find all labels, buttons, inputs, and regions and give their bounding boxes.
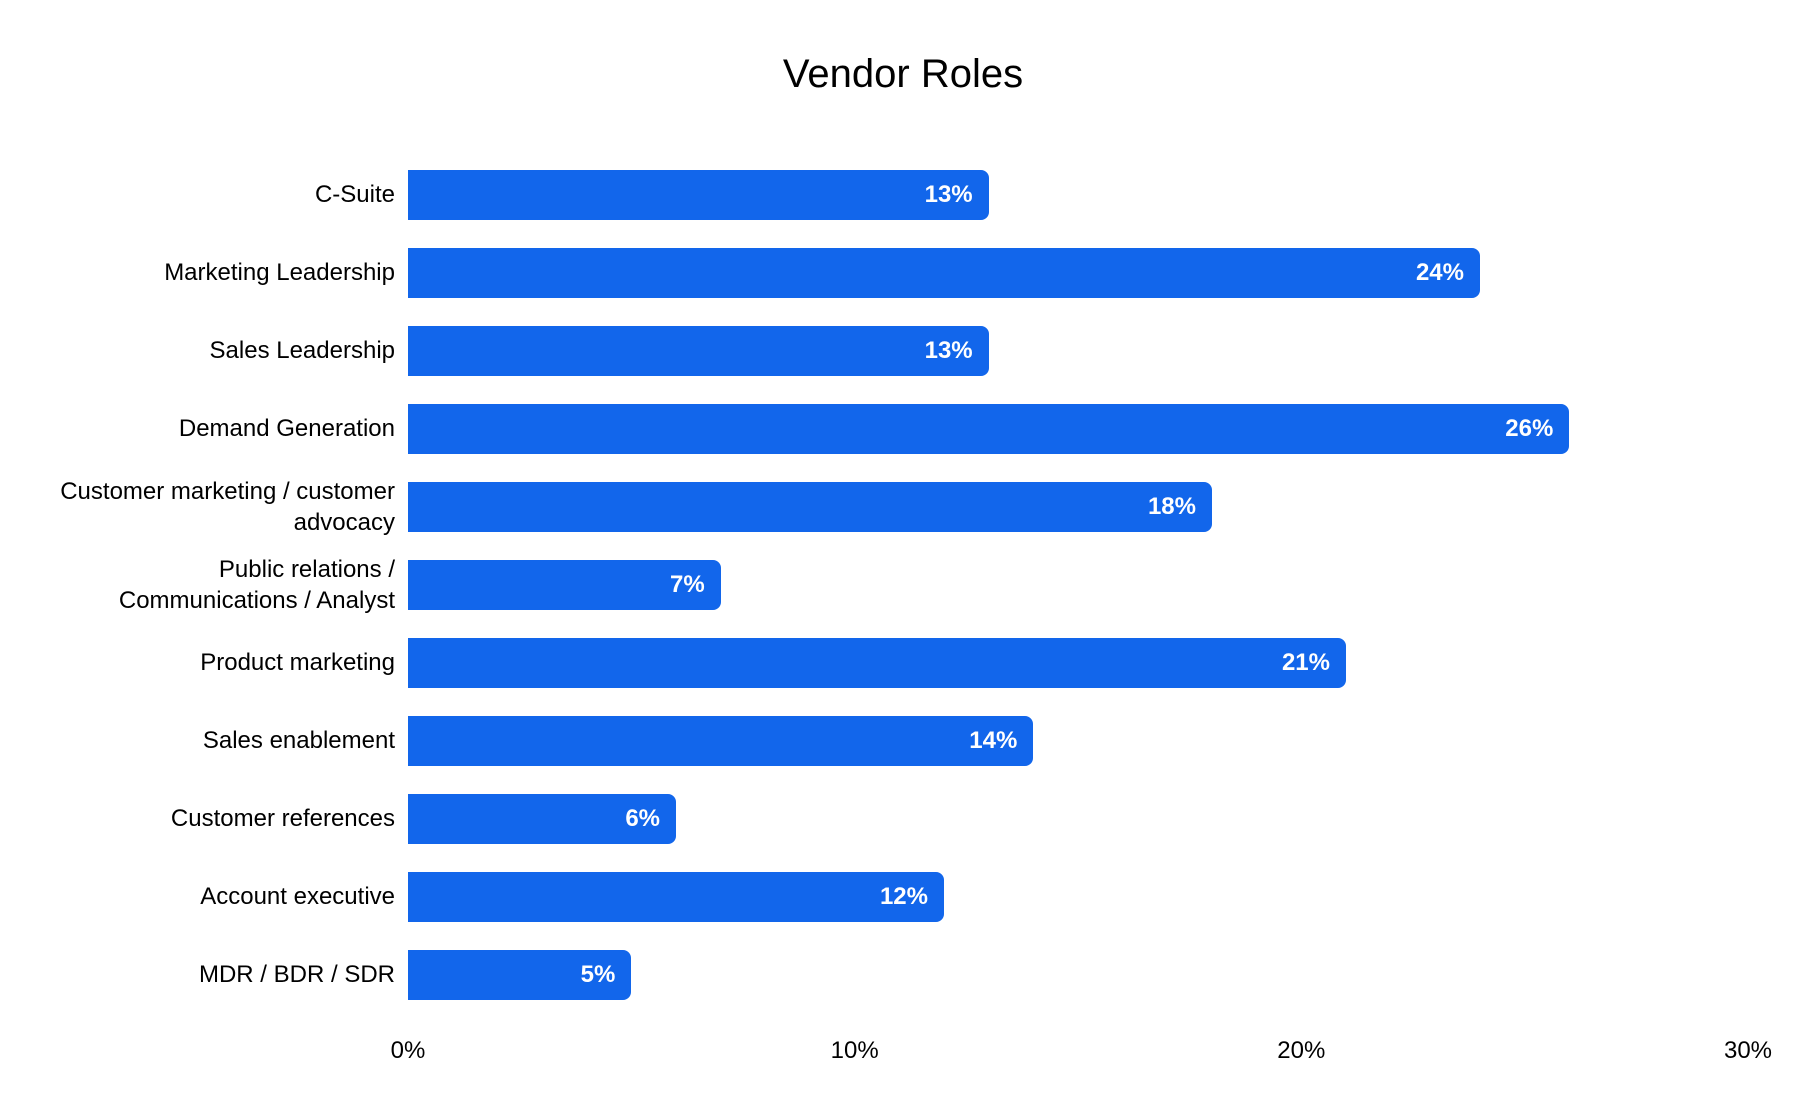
- bar-value-label: 21%: [1281, 649, 1330, 676]
- bar-track: 13%: [408, 326, 1748, 376]
- bar: 24%: [408, 248, 1480, 298]
- bar: 5%: [408, 950, 632, 1000]
- bar-value-label: 6%: [625, 805, 660, 832]
- category-label: Customer references: [170, 805, 395, 833]
- bar-track: 21%: [408, 638, 1748, 688]
- chart-title: Vendor Roles: [782, 52, 1024, 96]
- category-label: Sales Leadership: [209, 337, 395, 365]
- chart-row: Product marketing 21%: [58, 624, 1748, 702]
- bar: 6%: [408, 794, 676, 844]
- chart-row: Sales Leadership 13%: [58, 312, 1748, 390]
- bar-chart: C-Suite 13% Marketing Leadership 24% Sales L…: [0, 156, 1806, 1066]
- category-label: Sales enablement: [202, 727, 395, 755]
- bar-value-label: 24%: [1415, 259, 1464, 286]
- bar-track: 14%: [408, 716, 1748, 766]
- chart-row: Demand Generation 26%: [58, 390, 1748, 468]
- category-label: Customer marketing / customer advocacy: [60, 477, 395, 536]
- chart-row: Public relations / Communications / Anal…: [58, 546, 1748, 624]
- bar: 7%: [408, 560, 721, 610]
- bar-value-label: 12%: [879, 883, 928, 910]
- chart-rows: C-Suite 13% Marketing Leadership 24% Sales L…: [58, 156, 1748, 1014]
- bar: 21%: [408, 638, 1346, 688]
- x-axis-tick: 10%: [830, 1037, 879, 1064]
- bar-track: 5%: [408, 950, 1748, 1000]
- chart-row: Customer references 6%: [58, 780, 1748, 858]
- bar: 13%: [408, 170, 989, 220]
- bar-track: 24%: [408, 248, 1748, 298]
- chart-row: MDR / BDR / SDR 5%: [58, 936, 1748, 1014]
- bar: 26%: [408, 404, 1570, 454]
- bar-track: 13%: [408, 170, 1748, 220]
- x-axis: 0% 10% 20% 30%: [58, 1036, 1772, 1066]
- bar-value-label: 14%: [969, 727, 1018, 754]
- bar: 18%: [408, 482, 1212, 532]
- bar: 13%: [408, 326, 989, 376]
- chart-row: Customer marketing / customer advocacy 18…: [58, 468, 1748, 546]
- x-axis-tick: 20%: [1277, 1037, 1326, 1064]
- bar-value-label: 18%: [1147, 493, 1196, 520]
- chart-row: Marketing Leadership 24%: [58, 234, 1748, 312]
- bar: 14%: [408, 716, 1034, 766]
- x-axis-tick: 0%: [390, 1037, 426, 1064]
- bar-track: 26%: [408, 404, 1748, 454]
- category-label: Marketing Leadership: [164, 259, 395, 287]
- chart-row: Account executive 12%: [58, 858, 1748, 936]
- bar-track: 18%: [408, 482, 1748, 532]
- category-label: Account executive: [200, 883, 395, 911]
- bar-track: 12%: [408, 872, 1748, 922]
- chart-row: Sales enablement 14%: [58, 702, 1748, 780]
- bar-value-label: 13%: [924, 337, 973, 364]
- bar-track: 7%: [408, 560, 1748, 610]
- chart-row: C-Suite 13%: [58, 156, 1748, 234]
- category-label: C-Suite: [314, 181, 395, 209]
- category-label: Demand Generation: [178, 415, 395, 443]
- category-label: MDR / BDR / SDR: [198, 961, 395, 989]
- x-axis-tick: 30%: [1723, 1037, 1773, 1064]
- category-label: Product marketing: [200, 649, 395, 677]
- bar-value-label: 13%: [924, 181, 973, 208]
- bar: 12%: [408, 872, 944, 922]
- x-axis-track: 0% 10% 20% 30%: [391, 1036, 1772, 1066]
- bar-value-label: 7%: [669, 571, 705, 598]
- category-label: Public relations / Communications / Anal…: [118, 555, 395, 614]
- bar-value-label: 26%: [1505, 415, 1554, 442]
- bar-value-label: 5%: [580, 961, 616, 988]
- bar-track: 6%: [408, 794, 1748, 844]
